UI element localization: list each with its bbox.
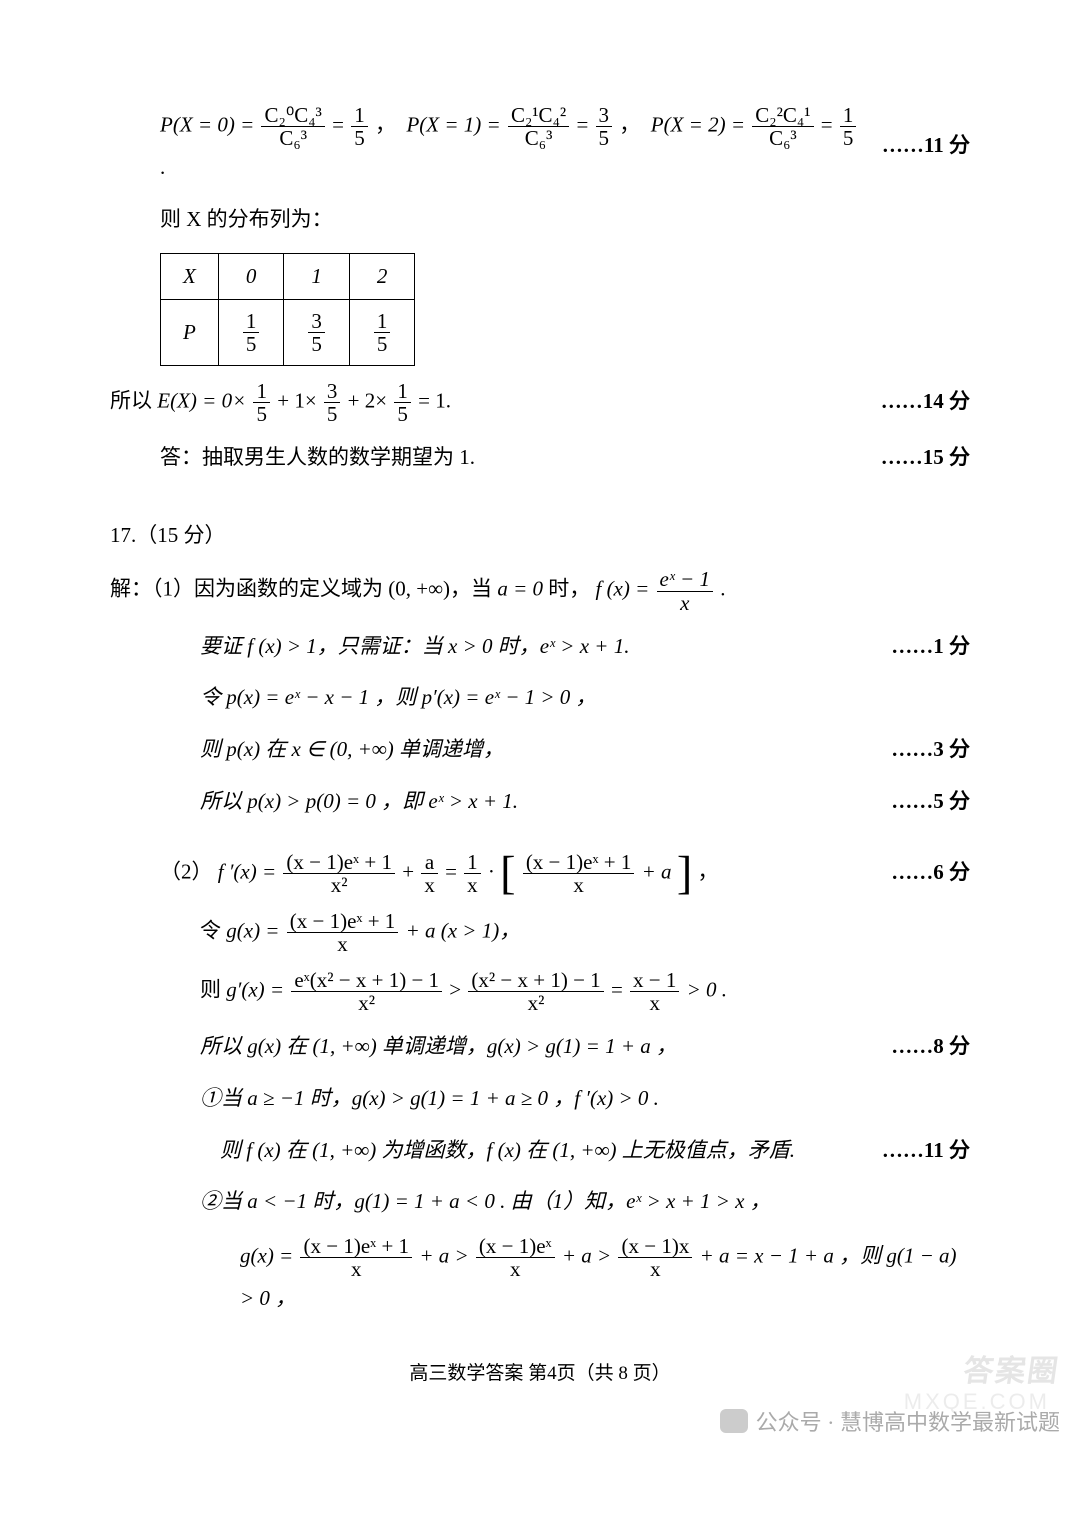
dist-intro: 则 X 的分布列为： bbox=[110, 201, 970, 239]
s17-2-h: g(x) = (x − 1)eˣ + 1x + a > (x − 1)eˣx +… bbox=[110, 1235, 970, 1318]
s17-1-d: 所以 p(x) > p(0) = 0 ，即 eˣ > x + 1. ……5 分 bbox=[110, 783, 970, 821]
probability-line: P(X = 0) = C₂⁰C₄³C₆³ = 15 ， P(X = 1) = C… bbox=[110, 104, 970, 187]
score-3: ……3 分 bbox=[891, 731, 970, 769]
expectation-line: 所以 E(X) = 0× 15 + 1× 35 + 2× 15 = 1. ……1… bbox=[110, 380, 970, 425]
footer-brand-text: 公众号 · 慧博高中数学最新试题 bbox=[756, 1405, 1060, 1437]
p2-lhs: P(X = 2) = bbox=[651, 112, 745, 136]
probability-content: P(X = 0) = C₂⁰C₄³C₆³ = 15 ， P(X = 1) = C… bbox=[160, 104, 862, 187]
answer-line: 答：抽取男生人数的数学期望为 1. ……15 分 bbox=[110, 439, 970, 477]
q17-header: 17.（15 分） bbox=[110, 517, 970, 555]
score-14: ……14 分 bbox=[881, 383, 970, 421]
s17-2-e: ①当 a ≥ −1 时，g(x) > g(1) = 1 + a ≥ 0 ，f ′… bbox=[110, 1080, 970, 1118]
distribution-table: X 0 1 2 P 15 35 15 bbox=[160, 253, 415, 366]
table-row: P 15 35 15 bbox=[161, 299, 415, 365]
score-6: ……6 分 bbox=[891, 854, 970, 892]
page-footer: 高三数学答案 第4页（共 8 页） bbox=[110, 1358, 970, 1385]
s17-1-a: 要证 f (x) > 1，只需证：当 x > 0 时，eˣ > x + 1. …… bbox=[110, 628, 970, 666]
s17-1-b: 令 p(x) = eˣ − x − 1 ，则 p′(x) = eˣ − 1 > … bbox=[110, 679, 970, 717]
s17-2-b: 令 g(x) = (x − 1)eˣ + 1x + a (x > 1)， bbox=[110, 910, 970, 955]
p1-lhs: P(X = 1) = bbox=[406, 112, 500, 136]
table-row: X 0 1 2 bbox=[161, 253, 415, 299]
score-1: ……1 分 bbox=[891, 628, 970, 666]
score-15: ……15 分 bbox=[881, 439, 970, 477]
s17-2-c: 则 g′(x) = eˣ(x² − x + 1) − 1x² > (x² − x… bbox=[110, 969, 970, 1014]
wechat-icon bbox=[720, 1409, 748, 1433]
s17-2-g: ②当 a < −1 时，g(1) = 1 + a < 0 . 由（1）知，eˣ … bbox=[110, 1183, 970, 1221]
watermark-answer: 答案圈 bbox=[961, 1346, 1063, 1390]
score-5: ……5 分 bbox=[891, 783, 970, 821]
s17-2-f: 则 f (x) 在 (1, +∞) 为增函数，f (x) 在 (1, +∞) 上… bbox=[110, 1132, 970, 1170]
footer-brand: 公众号 · 慧博高中数学最新试题 bbox=[720, 1405, 1060, 1437]
s17-1-intro: 解：（1）因为函数的定义域为 (0, +∞)，当 a = 0 时， f (x) … bbox=[110, 568, 970, 613]
s17-2-a: （2） f ′(x) = (x − 1)eˣ + 1x² + ax = 1x ·… bbox=[110, 851, 970, 896]
score-11b: ……11 分 bbox=[882, 1132, 970, 1170]
p0-lhs: P(X = 0) = bbox=[160, 112, 254, 136]
score-8: ……8 分 bbox=[891, 1028, 970, 1066]
s17-1-c: 则 p(x) 在 x ∈ (0, +∞) 单调递增， ……3 分 bbox=[110, 731, 970, 769]
score-11: ……11 分 bbox=[882, 127, 970, 165]
s17-2-d: 所以 g(x) 在 (1, +∞) 单调递增，g(x) > g(1) = 1 +… bbox=[110, 1028, 970, 1066]
